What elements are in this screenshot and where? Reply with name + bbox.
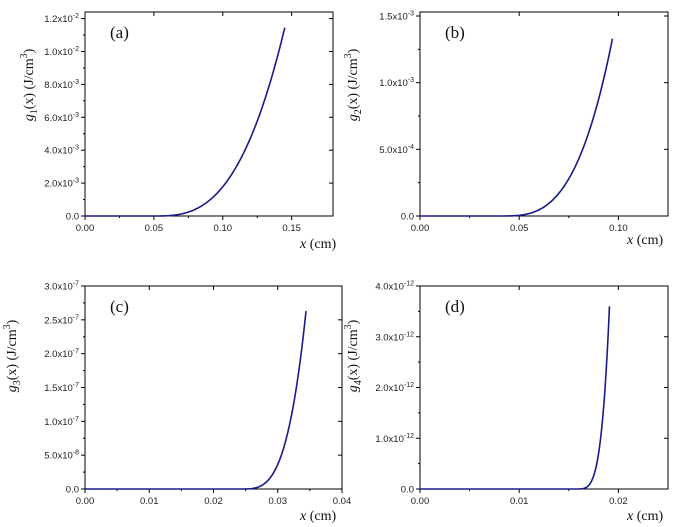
y-tick-label: 5.0x10-4 (379, 144, 414, 156)
y-tick-label: 0.0 (401, 485, 414, 496)
x-axis-label: x (cm) (626, 233, 663, 248)
y-tick-label: 2.0x10-3 (44, 178, 79, 190)
panel-b: 0.00 0.05 0.10 0.0 5.0x10-4 1.0x10-3 1.5x10-3 (… (343, 11, 669, 248)
y-tick-label: 1.0x10-12 (375, 433, 414, 445)
y-tick-label: 3.0x10-7 (44, 281, 79, 293)
x-axis-label: x (cm) (299, 237, 336, 252)
x-tick-label: 0.10 (214, 223, 233, 234)
y-tick-label: 2.5x10-7 (44, 314, 79, 326)
y-tick-label: 1.0x10-2 (44, 46, 79, 58)
plot-frame (419, 285, 669, 490)
x-tick-label: 0.03 (269, 496, 288, 507)
x-tick-label: 0.04 (333, 496, 352, 507)
x-tick-label: 0.00 (411, 496, 430, 507)
y-tick-label: 1.2x10-2 (44, 13, 79, 25)
y-tick-label: 5.0x10-8 (44, 450, 79, 462)
panel-a: 0.00 0.05 0.10 0.15 0.0 2.0x10-3 4.0x10-3 6.0x1… (19, 11, 336, 252)
y-axis-label: g2(x) (J/cm3) (343, 48, 364, 121)
plot-frame (84, 285, 343, 490)
x-tick-label: 0.00 (76, 496, 95, 507)
panel-label: (a) (110, 23, 129, 42)
y-tick-label: 3.0x10-12 (375, 331, 414, 343)
x-tick-label: 0.15 (282, 223, 301, 234)
y-tick-label: 0.0 (66, 485, 79, 496)
y-tick-label: 8.0x10-3 (44, 79, 79, 91)
y-tick-label: 1.5x10-3 (379, 11, 414, 23)
x-tick-label: 0.01 (140, 496, 159, 507)
x-tick-label: 0.01 (510, 496, 529, 507)
panel-label: (b) (445, 23, 465, 42)
panel-c: 0.00 0.01 0.02 0.03 0.04 0.0 5.0x10-8 1.0x10-7 1… (2, 281, 351, 525)
plot-frame (419, 11, 669, 217)
y-tick-label: 1.5x10-7 (44, 382, 79, 394)
x-tick-label: 0.00 (76, 223, 95, 234)
x-tick-label: 0.05 (510, 223, 529, 234)
y-tick-label: 2.0x10-7 (44, 348, 79, 360)
data-curve-g1 (85, 27, 286, 217)
x-axis-label: x (cm) (626, 509, 663, 524)
x-tick-label: 0.00 (411, 223, 430, 234)
data-curve-g2 (420, 38, 614, 217)
y-tick-label: 4.0x10-12 (375, 281, 414, 293)
data-curve-g4 (420, 306, 611, 490)
panel-label: (d) (445, 297, 465, 316)
data-curve-g3 (85, 310, 307, 490)
y-tick-label: 1.0x10-3 (379, 77, 414, 89)
x-axis-label: x (cm) (299, 509, 336, 524)
plot-frame (84, 11, 334, 217)
panel-d: 0.00 0.01 0.02 0.0 1.0x10-12 2.0x10-12 3.0x10-… (343, 281, 669, 524)
y-tick-label: 0.0 (66, 212, 79, 223)
x-tick-label: 0.10 (609, 223, 628, 234)
x-tick-label: 0.05 (145, 223, 164, 234)
y-tick-label: 6.0x10-3 (44, 112, 79, 124)
y-tick-label: 2.0x10-12 (375, 382, 414, 394)
panel-label: (c) (110, 297, 129, 316)
y-tick-label: 1.0x10-7 (44, 416, 79, 428)
y-axis-label: g4(x) (J/cm3) (343, 319, 364, 392)
y-axis-label: g3(x) (J/cm3) (2, 319, 23, 392)
x-tick-label: 0.02 (204, 496, 223, 507)
y-axis-label: g1(x) (J/cm3) (19, 48, 40, 121)
y-tick-label: 0.0 (401, 212, 414, 223)
y-tick-label: 4.0x10-3 (44, 145, 79, 157)
x-tick-label: 0.02 (609, 496, 628, 507)
